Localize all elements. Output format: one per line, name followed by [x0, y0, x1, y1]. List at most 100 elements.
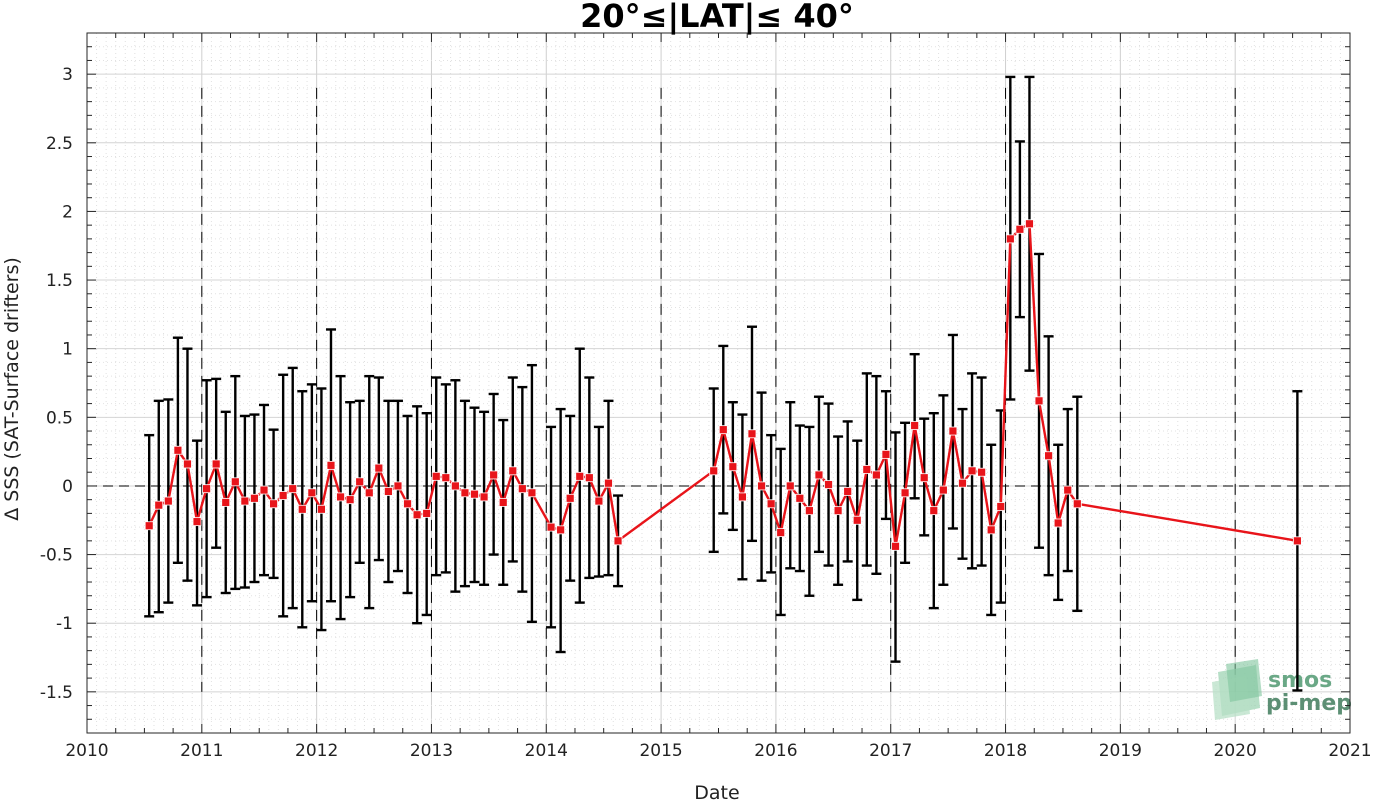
data-point [183, 459, 192, 469]
data-point [575, 471, 585, 481]
data-point [757, 481, 766, 491]
y-tick-label: -1.5 [40, 683, 73, 703]
data-point [412, 510, 422, 520]
data-point [517, 484, 527, 494]
y-tick-label: -1 [56, 614, 73, 634]
data-point [1015, 224, 1025, 234]
data-point [833, 506, 843, 516]
data-point [479, 492, 489, 502]
data-point [326, 460, 336, 470]
data-point [804, 506, 814, 516]
data-point [862, 465, 872, 474]
data-point [1063, 485, 1073, 495]
data-point [910, 421, 920, 430]
data-point [364, 488, 374, 498]
data-point [938, 485, 948, 495]
data-point [192, 517, 202, 527]
data-point [259, 485, 269, 495]
data-point [498, 498, 508, 507]
data-point [527, 488, 537, 498]
data-point [929, 506, 939, 516]
data-point [431, 471, 441, 481]
x-tick-label: 2014 [525, 741, 568, 761]
data-point [202, 484, 212, 494]
data-point [814, 470, 824, 480]
data-point [584, 473, 594, 483]
data-point [738, 492, 747, 502]
x-tick-label: 2011 [180, 741, 223, 761]
data-point [871, 470, 881, 480]
x-tick-label: 2013 [410, 741, 453, 761]
data-point [269, 499, 278, 509]
data-point [154, 500, 164, 510]
data-point [374, 463, 384, 473]
series [144, 219, 1302, 551]
x-tick-label: 2021 [1328, 741, 1371, 761]
data-point [785, 481, 795, 491]
data-point [546, 522, 556, 532]
data-point [824, 480, 833, 489]
x-tick-label: 2019 [1099, 741, 1142, 761]
x-tick-label: 2015 [639, 741, 682, 761]
data-point [958, 478, 967, 488]
data-point [288, 484, 298, 494]
logo-text-pimep: pi-mep [1266, 691, 1352, 716]
axes [86, 32, 1351, 734]
x-tick-label: 2010 [65, 741, 108, 761]
data-point [422, 508, 432, 518]
y-tick-label: 0.5 [46, 408, 73, 428]
data-point [881, 449, 891, 459]
data-point [996, 502, 1006, 511]
data-point [795, 493, 805, 503]
y-tick-label: 1.5 [46, 271, 73, 291]
data-point [173, 445, 183, 455]
data-point [613, 536, 623, 546]
data-point [565, 493, 575, 503]
data-point [211, 459, 221, 469]
x-axis-label: Date [694, 782, 739, 801]
data-point [278, 491, 288, 500]
data-point [163, 496, 173, 506]
data-point [843, 487, 853, 496]
data-point [460, 488, 470, 498]
data-point [336, 492, 345, 502]
data-point [1025, 219, 1034, 229]
data-point [470, 489, 479, 499]
data-point [948, 426, 958, 436]
data-point [1072, 499, 1082, 509]
data-point [144, 521, 154, 531]
data-point [852, 515, 862, 525]
data-point [891, 541, 900, 551]
data-point [441, 473, 451, 483]
data-point [1034, 396, 1044, 406]
data-point [1053, 518, 1063, 528]
data-point [240, 496, 250, 506]
data-point [1044, 451, 1054, 461]
y-tick-label: 3 [62, 65, 73, 85]
y-tick-label: -0.5 [40, 546, 73, 566]
data-point [766, 499, 776, 509]
data-point [393, 481, 403, 491]
data-point [297, 504, 307, 514]
data-point [967, 466, 977, 476]
data-point [776, 528, 786, 538]
data-point [977, 467, 987, 477]
chart-title: 20°≤|LAT|≤ 40° [580, 0, 854, 36]
y-tick-label: 1 [62, 340, 73, 360]
data-point [508, 466, 518, 476]
x-tick-labels: 2010 2011 2012 2013 2014 2015 2016 2017 2018 2019… [65, 741, 1371, 761]
data-point [307, 488, 317, 498]
data-point [556, 525, 566, 535]
data-point [709, 466, 719, 476]
data-point [728, 462, 738, 472]
data-point [1292, 536, 1302, 546]
y-tick-label: 2.5 [46, 134, 73, 154]
x-tick-label: 2020 [1214, 741, 1257, 761]
data-point [718, 425, 728, 435]
data-point [403, 499, 412, 509]
y-tick-label: 2 [62, 202, 73, 222]
x-tick-label: 2018 [984, 741, 1027, 761]
data-point [604, 478, 613, 488]
data-point [986, 525, 996, 535]
